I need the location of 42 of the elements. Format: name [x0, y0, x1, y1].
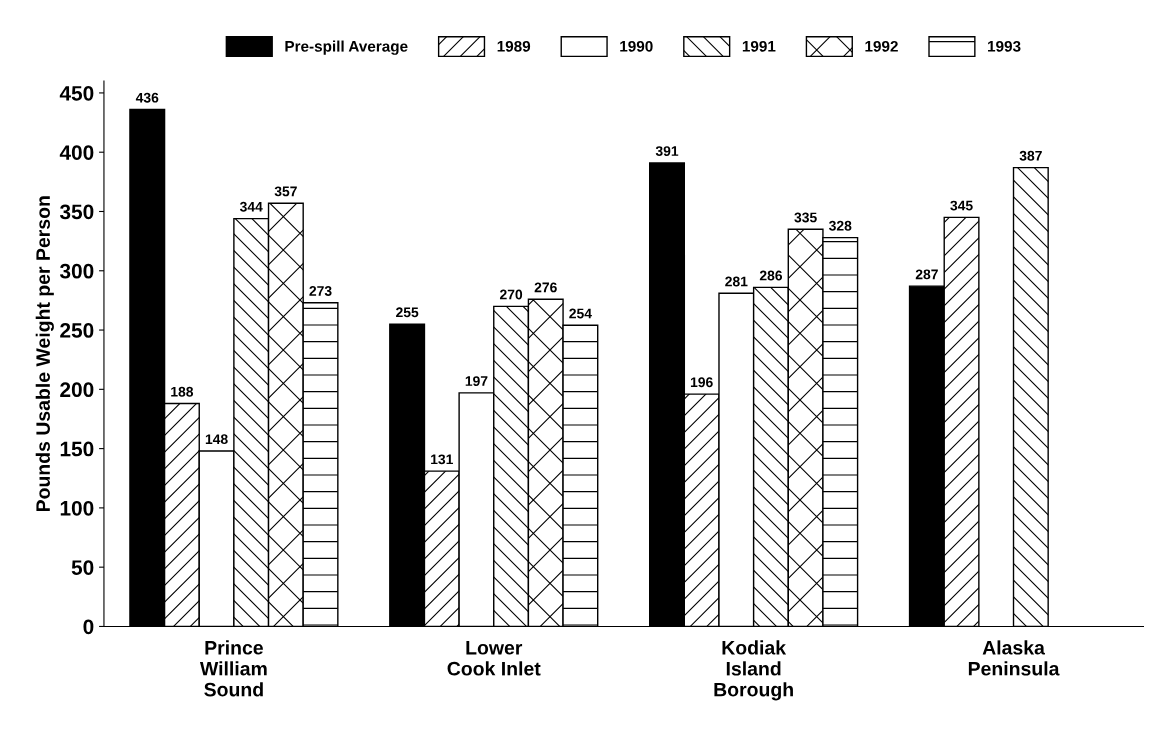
data-label: 286	[759, 270, 783, 281]
legend-label: 1992	[865, 40, 898, 52]
y-tick-label: 0	[83, 619, 94, 635]
data-label: 273	[309, 286, 332, 296]
data-label: 345	[950, 200, 973, 211]
data-label: 436	[135, 92, 159, 103]
data-label: 197	[465, 376, 488, 386]
data-label: 328	[829, 220, 852, 231]
legend-label: 1990	[620, 40, 653, 52]
data-label: 254	[569, 308, 592, 319]
data-label: 196	[690, 377, 713, 388]
x-tick-label: Prince William Sound	[199, 640, 267, 697]
data-label: 276	[534, 282, 557, 293]
data-label: 255	[396, 307, 419, 318]
y-tick-label: 100	[60, 500, 94, 516]
y-tick-label: 450	[59, 85, 94, 101]
data-label: 344	[239, 201, 263, 212]
data-label: 131	[431, 454, 453, 465]
legend-label: 1993	[988, 40, 1021, 52]
x-tick-label: Kodiak Island Borough	[714, 640, 793, 701]
data-label: 335	[794, 212, 817, 223]
y-tick-label: 200	[60, 382, 94, 398]
data-label: 270	[499, 289, 523, 300]
x-tick-label: Alaska Peninsula	[968, 640, 1060, 676]
data-label: 391	[655, 146, 679, 156]
y-tick-label: 250	[60, 323, 94, 338]
data-label: 387	[1019, 150, 1042, 161]
y-tick-label: 150	[60, 441, 94, 457]
y-tick-label: 350	[59, 204, 94, 220]
legend-label: 1989	[497, 40, 531, 52]
data-label: 287	[915, 269, 938, 280]
data-label: 148	[205, 434, 228, 445]
y-tick-label: 400	[59, 145, 94, 160]
legend-label: 1991	[742, 40, 776, 52]
y-axis-title: Pounds Usable Weight per Person	[35, 196, 54, 512]
data-label: 188	[171, 386, 194, 397]
legend-label: Pre-spill Average	[285, 40, 408, 55]
data-label: 357	[274, 186, 297, 197]
y-tick-label: 50	[71, 560, 94, 575]
x-tick-label: Lower Cook Inlet	[447, 641, 541, 676]
data-label: 281	[725, 276, 748, 287]
y-tick-label: 300	[59, 263, 94, 279]
